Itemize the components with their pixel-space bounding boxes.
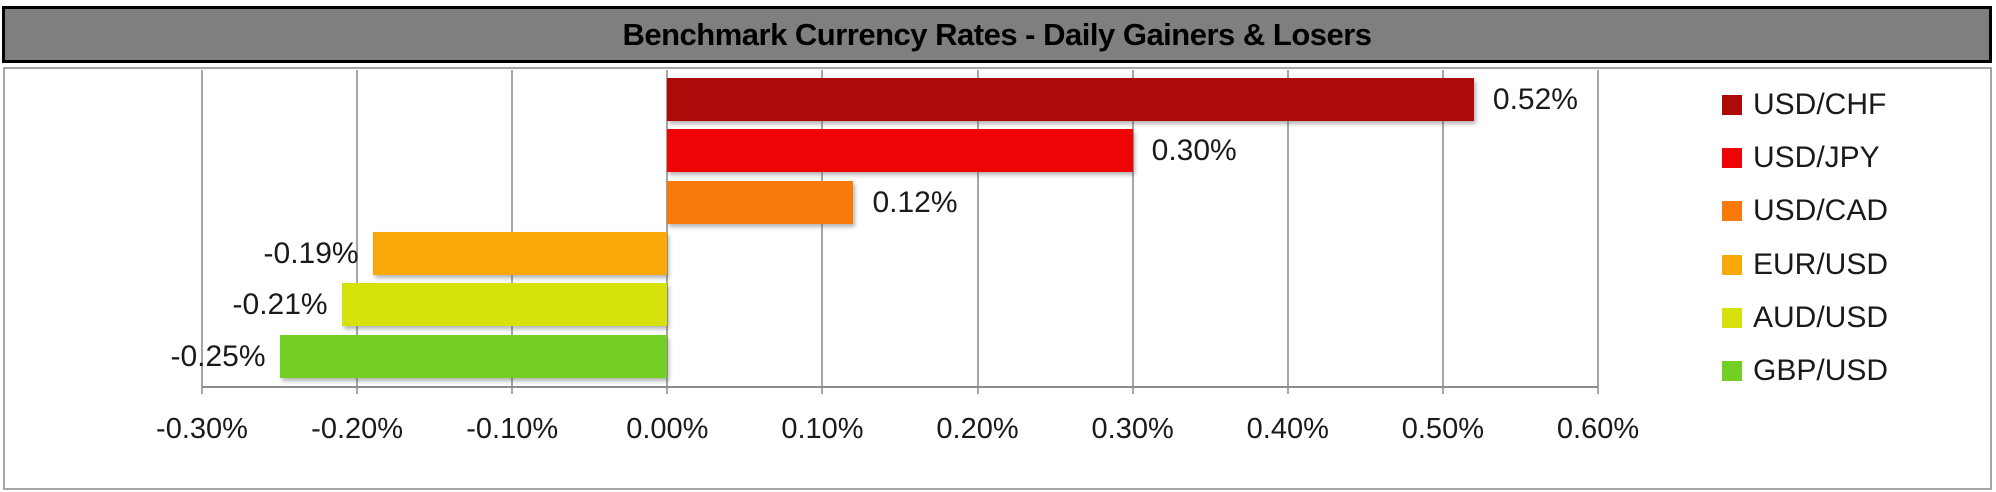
legend-label: USD/CAD <box>1753 194 1889 228</box>
bar-aud-usd <box>341 283 668 327</box>
bar-value-label: 0.12% <box>872 185 958 219</box>
gridline <box>201 70 203 386</box>
legend-item-usd-chf: USD/CHF <box>1722 78 1886 132</box>
gridline <box>666 70 669 386</box>
axis-tick <box>1286 386 1289 394</box>
x-axis-tick-label: -0.10% <box>466 413 559 445</box>
axis-tick <box>666 386 669 394</box>
legend-label: USD/CHF <box>1753 88 1887 121</box>
bar-gbp-usd <box>279 334 668 378</box>
bar-value-label: -0.25% <box>170 339 266 373</box>
bar-usd-chf <box>667 78 1474 121</box>
x-axis-tick-label: 0.00% <box>626 413 709 445</box>
bar-value-label: 0.30% <box>1151 134 1237 168</box>
x-axis-line <box>202 386 1598 388</box>
bar-usd-cad <box>667 180 854 224</box>
gridline <box>356 70 359 386</box>
axis-tick <box>821 386 824 394</box>
x-axis-tick-label: 0.30% <box>1091 413 1174 445</box>
legend-swatch-icon <box>1722 95 1742 115</box>
legend-label: EUR/USD <box>1753 247 1889 281</box>
legend-swatch-icon <box>1722 361 1742 381</box>
legend-swatch-icon <box>1722 148 1742 169</box>
axis-tick <box>976 386 979 394</box>
gridline <box>1597 70 1599 386</box>
legend-swatch-icon <box>1722 307 1742 328</box>
bar-value-label: -0.19% <box>263 236 359 270</box>
axis-tick <box>511 386 514 394</box>
x-axis-tick-label: 0.10% <box>781 413 864 445</box>
gridline <box>821 70 824 386</box>
legend-item-aud-usd: AUD/USD <box>1722 291 1888 345</box>
x-axis-tick-label: 0.40% <box>1246 413 1329 445</box>
legend-swatch-icon <box>1722 254 1742 275</box>
axis-tick <box>1441 386 1444 394</box>
axis-tick <box>1131 386 1134 394</box>
legend-item-usd-jpy: USD/JPY <box>1722 131 1880 185</box>
axis-tick <box>1597 386 1599 394</box>
legend-item-gbp-usd: GBP/USD <box>1722 344 1888 398</box>
x-axis-tick-label: 0.20% <box>936 413 1019 445</box>
x-axis-tick-label: 0.60% <box>1556 413 1640 445</box>
bar-usd-jpy <box>667 129 1133 173</box>
chart-title: Benchmark Currency Rates - Daily Gainers… <box>622 16 1372 52</box>
gridline <box>976 70 979 386</box>
chart-title-bar: Benchmark Currency Rates - Daily Gainers… <box>2 6 1992 63</box>
axis-tick <box>356 386 359 394</box>
axis-tick <box>201 386 203 394</box>
bar-value-label: -0.21% <box>232 288 328 322</box>
legend-label: AUD/USD <box>1753 300 1889 334</box>
x-axis-tick-label: -0.30% <box>156 413 248 445</box>
legend-label: GBP/USD <box>1753 354 1889 387</box>
gridline <box>1441 70 1444 386</box>
x-axis-tick-label: 0.50% <box>1401 413 1484 445</box>
bar-value-label: 0.52% <box>1492 83 1578 116</box>
legend-item-usd-cad: USD/CAD <box>1722 184 1888 238</box>
legend-item-eur-usd: EUR/USD <box>1722 238 1888 292</box>
bar-eur-usd <box>372 231 668 275</box>
gridline <box>511 70 514 386</box>
legend-label: USD/JPY <box>1753 141 1880 175</box>
x-axis-tick-label: -0.20% <box>311 413 404 445</box>
gridline <box>1131 70 1134 386</box>
legend-swatch-icon <box>1722 201 1742 222</box>
gridline <box>1286 70 1289 386</box>
